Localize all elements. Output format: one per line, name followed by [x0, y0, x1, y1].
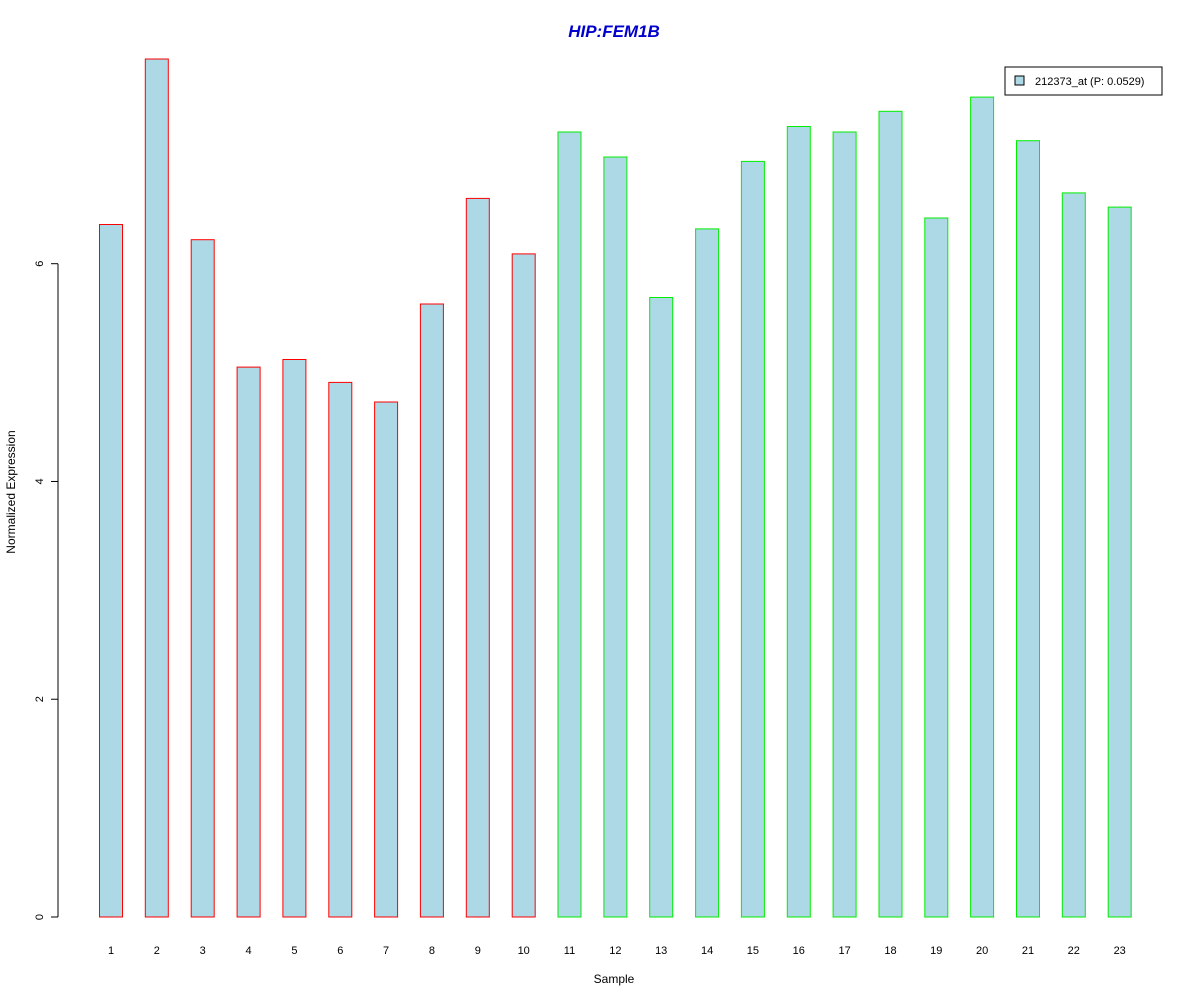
- x-tick-label: 6: [337, 945, 343, 957]
- x-axis-tick-labels: 1 2 3 4 5 6 7 8 9 10 11 12 13 14 15 16 17 18 19 20 21 22 23: [108, 945, 1126, 957]
- bar-sample-1: [99, 224, 123, 918]
- y-tick-label: 0: [34, 914, 46, 920]
- y-tick-label: 2: [34, 696, 46, 702]
- x-tick-label: 3: [200, 945, 206, 957]
- bar-sample-13: [649, 297, 674, 918]
- x-tick-label: 19: [930, 945, 942, 957]
- bar-sample-23: [1107, 206, 1132, 918]
- bar-sample-12: [603, 156, 628, 918]
- x-tick-label: 20: [976, 945, 988, 957]
- x-tick-label: 10: [518, 945, 530, 957]
- bar-sample-11: [557, 131, 582, 918]
- bar-sample-17: [832, 131, 857, 918]
- legend-swatch: [1014, 75, 1025, 86]
- bar-sample-10: [511, 253, 536, 918]
- x-tick-label: 23: [1114, 945, 1126, 957]
- x-tick-label: 18: [884, 945, 896, 957]
- x-tick-label: 1: [108, 945, 114, 957]
- x-tick-label: 5: [291, 945, 297, 957]
- chart-title: HIP:FEM1B: [568, 22, 660, 41]
- legend-box: [1004, 66, 1163, 96]
- x-tick-label: 11: [564, 945, 575, 957]
- bar-sample-21: [1016, 140, 1040, 918]
- bar-sample-15: [740, 160, 765, 918]
- x-tick-label: 8: [429, 945, 435, 957]
- x-tick-label: 13: [655, 945, 667, 957]
- legend-label: 212373_at (P: 0.0529): [1035, 76, 1144, 88]
- bars: [99, 58, 1132, 918]
- y-tick-label: 4: [34, 478, 46, 484]
- bar-sample-3: [190, 239, 215, 918]
- bar-sample-18: [878, 110, 903, 918]
- x-tick-label: 9: [475, 945, 481, 957]
- bar-sample-2: [144, 58, 169, 918]
- x-tick-label: 7: [383, 945, 389, 957]
- y-tick-label: 6: [34, 261, 46, 267]
- bar-sample-22: [1061, 192, 1086, 918]
- bar-sample-16: [786, 126, 811, 918]
- bar-sample-7: [374, 401, 399, 918]
- x-tick-label: 12: [609, 945, 621, 957]
- legend: 212373_at (P: 0.0529): [1004, 66, 1163, 96]
- bar-sample-20: [970, 96, 995, 918]
- bar-sample-8: [419, 303, 444, 918]
- x-axis-label: Sample: [594, 972, 635, 986]
- x-tick-label: 16: [793, 945, 805, 957]
- bar-sample-14: [695, 228, 720, 918]
- x-tick-label: 22: [1068, 945, 1080, 957]
- x-tick-label: 21: [1022, 945, 1034, 957]
- bar-sample-4: [236, 366, 261, 918]
- x-tick-label: 4: [246, 945, 252, 957]
- x-tick-label: 2: [154, 945, 160, 957]
- bar-sample-19: [924, 217, 949, 918]
- bar-sample-5: [282, 359, 307, 918]
- x-tick-label: 17: [838, 945, 850, 957]
- bar-sample-9: [465, 197, 490, 918]
- y-axis-label: Normalized Expression: [4, 430, 18, 553]
- x-tick-label: 14: [701, 945, 713, 957]
- x-tick-label: 15: [747, 945, 759, 957]
- y-axis: 0 2 4 6: [34, 261, 59, 920]
- bar-sample-6: [328, 381, 353, 918]
